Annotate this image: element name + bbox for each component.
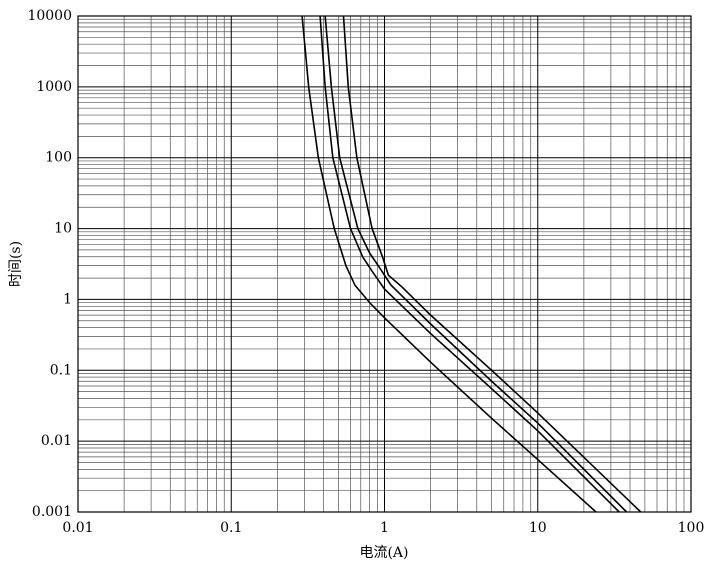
y-tick-label: 10000 bbox=[27, 8, 72, 24]
x-tick-label: 0.1 bbox=[220, 520, 242, 536]
curve bbox=[324, 15, 628, 513]
x-tick-label: 0.01 bbox=[62, 520, 93, 536]
y-tick-label: 1 bbox=[63, 291, 72, 307]
curve bbox=[342, 15, 642, 513]
y-tick-label: 10 bbox=[54, 221, 72, 237]
y-tick-label: 0.1 bbox=[50, 362, 72, 378]
x-tick-label: 100 bbox=[678, 520, 705, 536]
curve bbox=[301, 15, 597, 513]
plot-frame bbox=[77, 15, 692, 513]
x-tick-label: 10 bbox=[529, 520, 547, 536]
y-tick-label: 0.01 bbox=[41, 433, 72, 449]
x-axis-label: 电流(A) bbox=[359, 545, 408, 561]
y-tick-label: 1000 bbox=[36, 79, 72, 95]
y-tick-label: 0.001 bbox=[32, 504, 72, 520]
y-axis-label: 时间(s) bbox=[8, 241, 24, 287]
x-tick-label: 1 bbox=[380, 520, 389, 536]
curve bbox=[319, 15, 620, 513]
y-tick-label: 100 bbox=[45, 150, 72, 166]
